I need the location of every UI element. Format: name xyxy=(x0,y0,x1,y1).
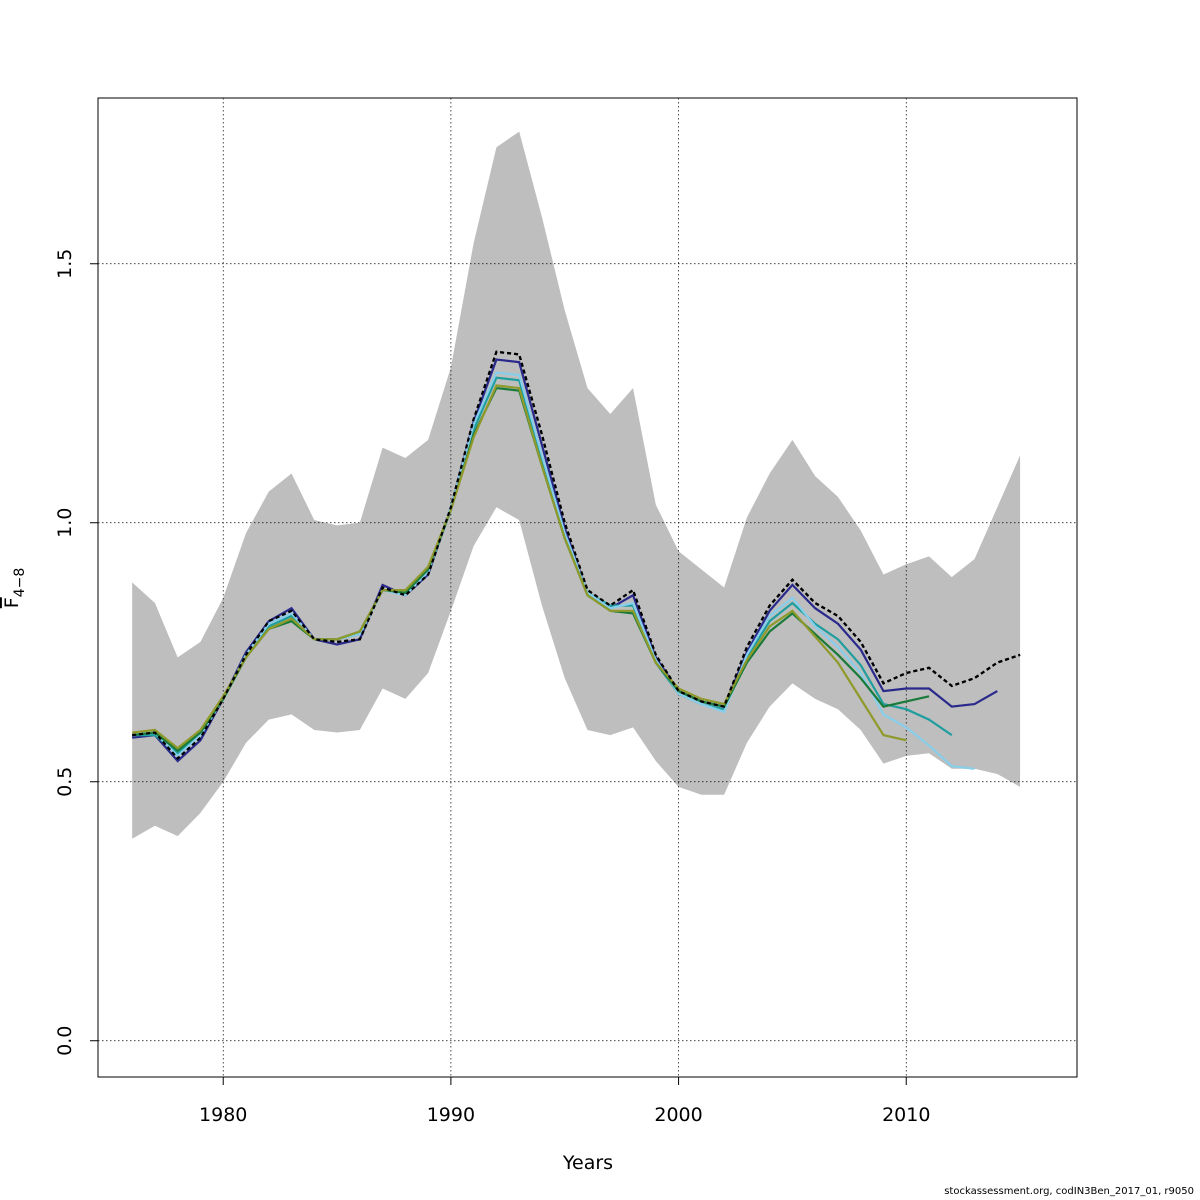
grid-layer xyxy=(98,98,1077,1077)
series-line-2 xyxy=(132,376,953,755)
series-layer xyxy=(132,350,1021,770)
y-axis-label-subscript: 4−8 xyxy=(12,568,28,598)
confidence-band-layer xyxy=(132,131,1021,839)
x-axis-label: Years xyxy=(562,1152,613,1174)
series-line-top-0 xyxy=(132,350,1021,761)
plot-frame xyxy=(97,97,1078,1078)
x-tick-label-3: 2010 xyxy=(882,1104,930,1126)
y-tick-label-2: 1.0 xyxy=(54,508,76,538)
y-axis-label-main: F xyxy=(1,597,23,608)
y-axis-label: F4−8 xyxy=(1,568,28,608)
y-tick-label-3: 1.5 xyxy=(54,249,76,279)
x-tick-label-2: 2000 xyxy=(654,1104,702,1126)
footer-note: stockassessment.org, codIN3Ben_2017_01, … xyxy=(944,1186,1194,1197)
series-line-3 xyxy=(132,371,975,770)
x-tick-label-0: 1980 xyxy=(199,1104,247,1126)
x-axis: 1980 1990 2000 2010 xyxy=(199,1077,930,1126)
y-tick-label-1: 0.5 xyxy=(54,767,76,797)
y-tick-label-0: 0.0 xyxy=(54,1026,76,1056)
confidence-band xyxy=(132,131,1021,839)
series-line-5 xyxy=(132,384,907,750)
y-axis: 0.0 0.5 1.0 1.5 xyxy=(54,249,98,1056)
x-tick-label-1: 1990 xyxy=(427,1104,475,1126)
svg-text:F4−8: F4−8 xyxy=(1,568,28,608)
